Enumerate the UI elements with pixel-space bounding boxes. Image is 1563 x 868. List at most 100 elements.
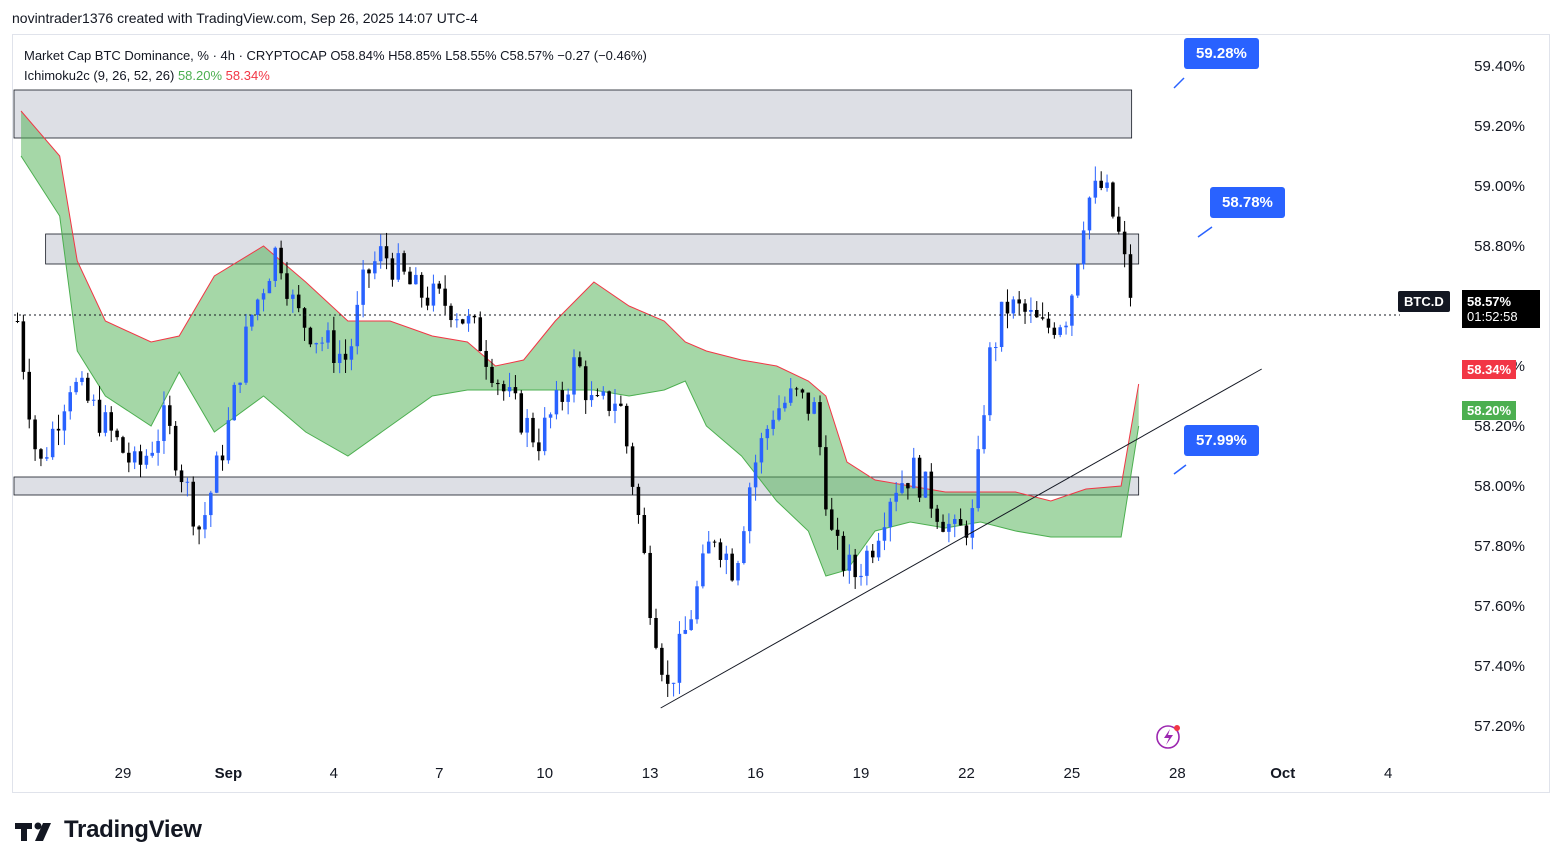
candle-body-110: [660, 647, 664, 675]
ticker-tag: BTC.D: [1398, 291, 1450, 312]
candle-body-189: [1122, 231, 1127, 255]
candle-body-23: [150, 452, 154, 456]
y-tick-label-1: 59.20%: [1474, 118, 1525, 135]
cloud-span-b: [20, 155, 1140, 577]
candle-body-50: [308, 327, 313, 345]
x-tick-label-4: 10: [536, 765, 553, 782]
candlesticks: [15, 166, 1133, 697]
candle-body-175: [1040, 317, 1045, 319]
candle-body-134: [800, 389, 805, 393]
candle-body-70: [425, 297, 430, 306]
candle-body-94: [566, 394, 570, 402]
y-tick-label-9: 57.60%: [1474, 598, 1525, 615]
tradingview-logo-icon: [15, 822, 51, 841]
candle-body-170: [1011, 299, 1016, 314]
candle-body-72: [437, 283, 442, 289]
callout-top: 59.28%: [1184, 38, 1259, 69]
brand-name: TradingView: [64, 816, 202, 843]
candle-body-118: [706, 541, 711, 554]
candle-body-57: [349, 346, 354, 360]
candle-body-131: [783, 402, 787, 409]
chart-credit: novintrader1376 created with TradingView…: [12, 10, 478, 26]
candle-body-120: [718, 542, 723, 560]
candle-body-49: [302, 308, 307, 328]
candle-body-58: [355, 304, 360, 347]
candle-body-95: [572, 357, 576, 395]
candle-body-102: [613, 403, 617, 411]
candle-body-107: [642, 515, 647, 553]
candle-body-28: [179, 470, 184, 483]
candle-body-101: [607, 391, 611, 411]
y-tick-label-3: 58.80%: [1474, 238, 1525, 255]
candle-body-106: [636, 486, 641, 516]
symbol-legend: Market Cap BTC Dominance, % · 4h · CRYPT…: [24, 48, 647, 63]
candle-body-90: [542, 417, 547, 452]
candle-body-18: [121, 437, 125, 453]
y-tick-label-11: 57.20%: [1474, 718, 1525, 735]
candle-body-151: [900, 483, 904, 493]
candle-body-142: [847, 554, 852, 571]
candle-body-100: [601, 391, 606, 396]
candle-body-165: [982, 415, 986, 450]
candle-body-66: [402, 253, 406, 272]
candle-body-161: [958, 519, 963, 526]
candle-body-37: [232, 384, 237, 421]
candle-body-35: [220, 455, 225, 461]
candle-body-44: [273, 247, 278, 281]
candle-body-75: [455, 319, 459, 321]
candle-body-87: [525, 417, 529, 433]
cloud-area: [21, 111, 1139, 576]
candle-body-152: [906, 483, 910, 489]
tradingview-brand[interactable]: TradingView: [14, 816, 202, 844]
alert-dot-icon: [1174, 725, 1180, 731]
candle-body-14: [97, 399, 102, 433]
candle-body-98: [589, 395, 594, 401]
candle-body-45: [279, 247, 283, 274]
candle-body-108: [648, 552, 652, 618]
indicator-value-b: 58.34%: [225, 68, 270, 83]
candle-body-4: [39, 449, 43, 459]
candle-body-63: [384, 246, 389, 259]
y-tick-label-6: 58.20%: [1474, 418, 1525, 435]
candle-body-61: [373, 261, 377, 274]
candle-body-97: [583, 366, 588, 401]
x-tick-label-6: 16: [747, 765, 764, 782]
candle-body-130: [777, 408, 781, 420]
candle-body-17: [115, 430, 119, 438]
candle-body-27: [173, 425, 178, 471]
candle-body-62: [378, 246, 383, 262]
candle-body-81: [490, 366, 494, 383]
candle-body-178: [1058, 327, 1062, 335]
y-tick-label-8: 57.80%: [1474, 538, 1525, 555]
candle-body-82: [496, 382, 500, 385]
candle-body-185: [1099, 180, 1103, 188]
x-tick-label-12: 4: [1384, 765, 1392, 782]
candle-body-93: [560, 390, 565, 402]
candle-body-34: [214, 455, 219, 493]
callout-low-pointer: [1173, 464, 1187, 475]
candle-body-157: [935, 508, 939, 522]
candle-body-168: [999, 301, 1004, 348]
candle-body-158: [941, 521, 945, 532]
candle-body-78: [472, 315, 477, 318]
candle-body-140: [835, 529, 840, 536]
candle-body-67: [408, 271, 412, 285]
candle-body-84: [507, 387, 512, 392]
candle-body-54: [332, 330, 336, 364]
candle-body-113: [677, 633, 682, 683]
callout-mid-pointer: [1197, 226, 1213, 238]
candle-body-68: [414, 274, 418, 285]
candle-body-32: [203, 515, 207, 530]
candle-body-38: [238, 382, 242, 385]
candle-body-137: [818, 402, 822, 448]
cloud-a-tag: 58.34%: [1462, 360, 1517, 379]
candle-body-105: [630, 446, 635, 487]
candle-body-162: [964, 525, 969, 538]
candle-body-125: [747, 487, 752, 532]
candle-body-119: [712, 541, 717, 543]
candle-body-135: [806, 392, 811, 414]
candle-body-9: [68, 392, 72, 412]
candle-body-104: [624, 405, 629, 447]
candle-body-79: [478, 317, 483, 351]
